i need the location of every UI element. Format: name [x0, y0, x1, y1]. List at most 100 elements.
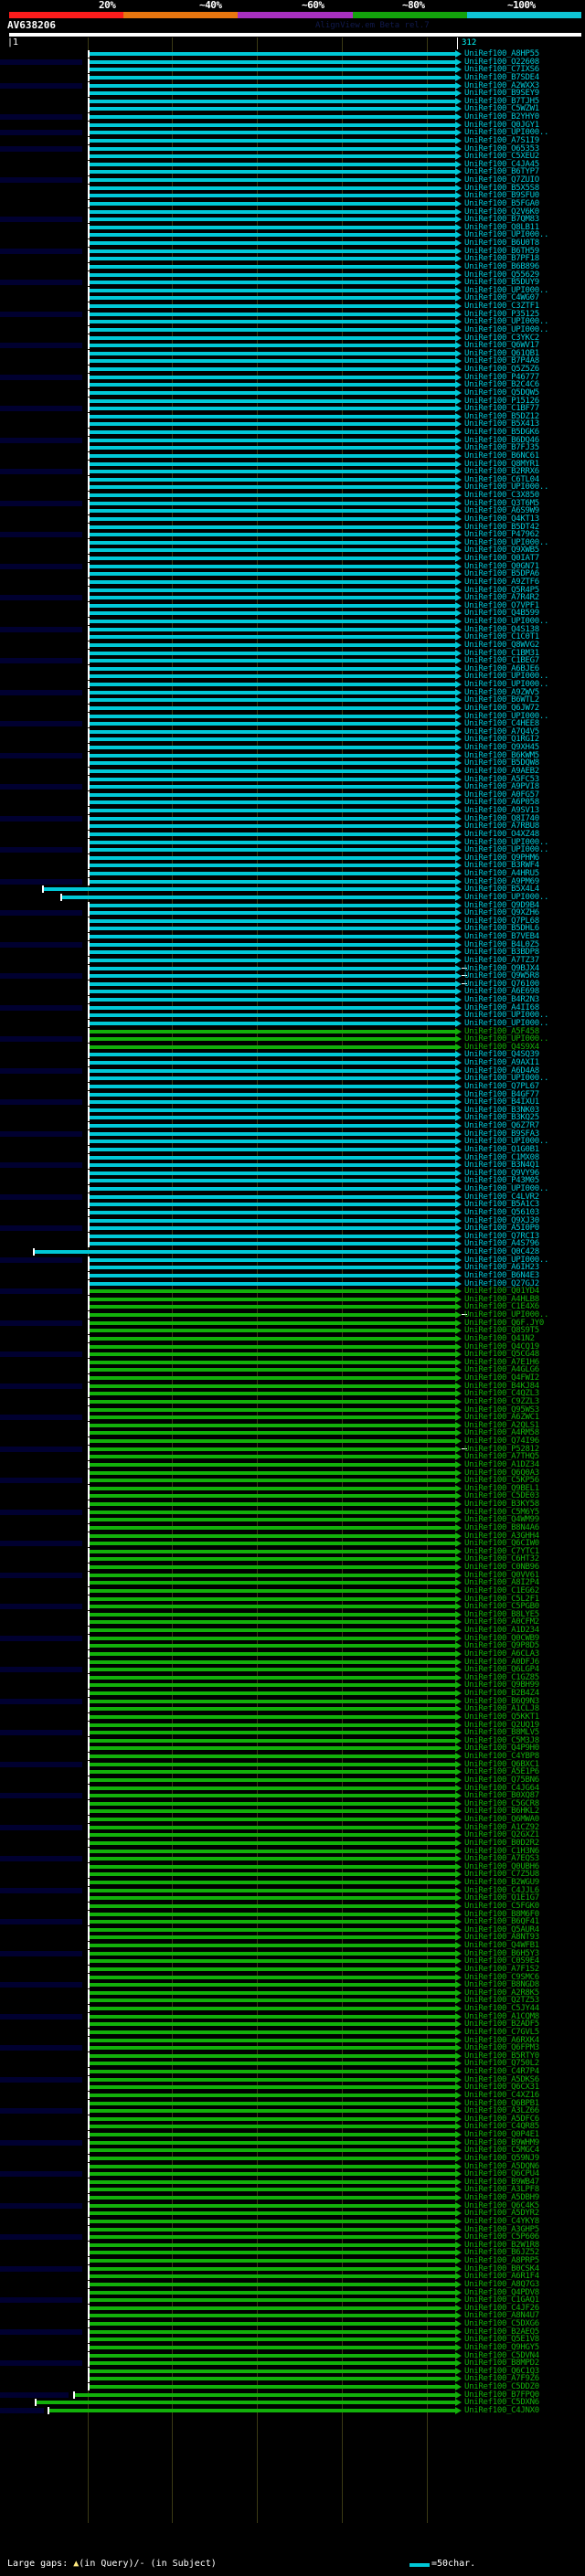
hit-row[interactable]: UniRef100_C4QZL3 [0, 1389, 585, 1398]
alignment-bar[interactable] [90, 1605, 455, 1609]
alignment-bar[interactable] [90, 1029, 455, 1034]
alignment-bar[interactable] [90, 1644, 455, 1648]
hit-label[interactable]: UniRef100_Q4P9H0 [464, 1744, 539, 1754]
hit-row[interactable]: UniRef100_Q0IAT7 [0, 554, 585, 563]
hit-label[interactable]: UniRef100_A7THQ5 [464, 1452, 539, 1462]
alignment-bar[interactable] [90, 809, 455, 812]
hit-label[interactable]: UniRef100_A5F458 [464, 1026, 539, 1036]
alignment-bar[interactable] [90, 2211, 455, 2216]
alignment-bar[interactable] [90, 1234, 455, 1238]
hit-row[interactable]: UniRef100_C4JNX0 [0, 2406, 585, 2415]
hit-row[interactable]: UniRef100_C1BEG7 [0, 656, 585, 665]
alignment-bar[interactable] [90, 99, 455, 103]
alignment-bar[interactable] [90, 233, 455, 238]
hit-label[interactable]: UniRef100_C9SMC6 [464, 1972, 539, 1982]
hit-row[interactable]: UniRef100_Q5CG48 [0, 1350, 585, 1360]
hit-label[interactable]: UniRef100_A8PRP5 [464, 2256, 539, 2265]
hit-label[interactable]: UniRef100_Q9HGY5 [464, 2342, 539, 2352]
hit-row[interactable]: UniRef100_P15126 [0, 397, 585, 406]
hit-row[interactable]: UniRef100_A6CLA3 [0, 1649, 585, 1659]
hit-row[interactable]: UniRef100_Q6MWA0 [0, 1815, 585, 1824]
hit-row[interactable]: UniRef100_Q5Z5Z6 [0, 365, 585, 374]
alignment-bar[interactable] [90, 1864, 455, 1869]
hit-row[interactable]: UniRef100_A1CQM8 [0, 2012, 585, 2021]
hit-row[interactable]: UniRef100_B9WHM9 [0, 2138, 585, 2147]
hit-row[interactable]: UniRef100_C5KP56 [0, 1476, 585, 1485]
alignment-bar[interactable] [90, 572, 455, 577]
hit-label[interactable]: UniRef100_C4XZ16 [464, 2090, 539, 2100]
alignment-bar[interactable] [90, 832, 455, 836]
hit-row[interactable]: UniRef100_O65353 [0, 144, 585, 154]
hit-row[interactable]: UniRef100_Q4FWI2 [0, 1373, 585, 1383]
alignment-bar[interactable] [90, 1320, 455, 1325]
hit-row[interactable]: UniRef100_A5I0P0 [0, 1224, 585, 1233]
hit-row[interactable]: UniRef100_Q7PL67 [0, 1082, 585, 1091]
hit-row[interactable]: UniRef100_Q5R4P5 [0, 586, 585, 595]
hit-label[interactable]: UniRef100_Q59NJ9 [464, 2153, 539, 2163]
hit-label[interactable]: UniRef100_Q4KT13 [464, 514, 539, 524]
alignment-bar[interactable] [75, 2392, 455, 2397]
alignment-bar[interactable] [90, 1140, 455, 1144]
hit-label[interactable]: UniRef100_Q9BEL1 [464, 1483, 539, 1493]
hit-row[interactable]: UniRef100_B3N4Q1 [0, 1161, 585, 1170]
hit-label[interactable]: UniRef100_Q56103 [464, 1207, 539, 1217]
hit-row[interactable]: UniRef100_A9PVI8 [0, 782, 585, 791]
hit-row[interactable]: UniRef100_B6HKL2 [0, 1807, 585, 1816]
hit-label[interactable]: UniRef100_UPI000.. [464, 892, 549, 902]
alignment-bar[interactable] [90, 855, 455, 860]
hit-row[interactable]: UniRef100_B9WB47 [0, 2178, 585, 2187]
hit-label[interactable]: UniRef100_P43M05 [464, 1176, 539, 1186]
hit-label[interactable]: UniRef100_A2WXX3 [464, 80, 539, 90]
alignment-bar[interactable] [90, 1525, 455, 1530]
alignment-bar[interactable] [90, 564, 455, 568]
alignment-bar[interactable] [90, 761, 455, 766]
hit-row[interactable]: UniRef100_C4JG64 [0, 1784, 585, 1793]
hit-row[interactable]: UniRef100_Q6BPB1 [0, 2099, 585, 2108]
hit-row[interactable]: UniRef100_Q4WFB1 [0, 1941, 585, 1950]
alignment-bar[interactable] [90, 1533, 455, 1538]
alignment-bar[interactable] [90, 367, 455, 371]
hit-row[interactable]: UniRef100_Q4P9H0 [0, 1744, 585, 1753]
alignment-bar[interactable] [90, 2235, 455, 2240]
alignment-bar[interactable] [90, 217, 455, 222]
alignment-bar[interactable] [90, 840, 455, 844]
alignment-bar[interactable] [90, 2077, 455, 2082]
hit-label[interactable]: UniRef100_Q4PDV8 [464, 2287, 539, 2297]
hit-row[interactable]: UniRef100_C5JY44 [0, 2004, 585, 2013]
alignment-bar[interactable] [90, 651, 455, 655]
alignment-bar[interactable] [90, 1352, 455, 1357]
hit-label[interactable]: UniRef100_C5P606 [464, 2232, 539, 2242]
alignment-bar[interactable] [90, 1903, 455, 1908]
alignment-bar[interactable] [90, 1273, 455, 1277]
alignment-bar[interactable] [90, 1494, 455, 1499]
alignment-bar[interactable] [90, 683, 455, 686]
hit-row[interactable]: UniRef100_C4YKY8 [0, 2217, 585, 2226]
alignment-bar[interactable] [90, 659, 455, 663]
hit-row[interactable]: UniRef100_B5A1C3 [0, 1200, 585, 1209]
hit-label[interactable]: UniRef100_Q2TZ53 [464, 1996, 539, 2006]
alignment-bar[interactable] [90, 1738, 455, 1743]
hit-label[interactable]: UniRef100_Q7ZUIO [464, 175, 539, 185]
hit-label[interactable]: UniRef100_Q6CPU4 [464, 2169, 539, 2179]
alignment-bar[interactable] [49, 2408, 455, 2412]
alignment-bar[interactable] [90, 824, 455, 829]
hit-row[interactable]: UniRef100_A5DBH9 [0, 2193, 585, 2202]
alignment-bar[interactable] [90, 1383, 455, 1388]
hit-label[interactable]: UniRef100_Q5CG48 [464, 1350, 539, 1360]
hit-row[interactable]: UniRef100_C5MGC4 [0, 2146, 585, 2155]
alignment-bar[interactable] [90, 1990, 455, 1995]
alignment-bar[interactable] [90, 1857, 455, 1861]
hit-label[interactable]: UniRef100_B7QM83 [464, 215, 539, 225]
alignment-bar[interactable] [90, 115, 455, 119]
hit-label[interactable]: UniRef100_Q55629 [464, 270, 539, 280]
hit-row[interactable]: UniRef100_C1EG62 [0, 1586, 585, 1595]
hit-label[interactable]: UniRef100_Q01YD4 [464, 1287, 539, 1297]
hit-row[interactable]: UniRef100_A6BJE6 [0, 664, 585, 673]
hit-label[interactable]: UniRef100_P35125 [464, 309, 539, 319]
hit-label[interactable]: UniRef100_C4LVR2 [464, 1192, 539, 1202]
hit-row[interactable]: UniRef100_A8PRP5 [0, 2256, 585, 2265]
hit-row[interactable]: UniRef100_Q75BN6 [0, 1776, 585, 1785]
hit-label[interactable]: UniRef100_Q95WS3 [464, 1405, 539, 1415]
hit-label[interactable]: UniRef100_B7PF18 [464, 254, 539, 264]
alignment-bar[interactable] [90, 2337, 455, 2342]
